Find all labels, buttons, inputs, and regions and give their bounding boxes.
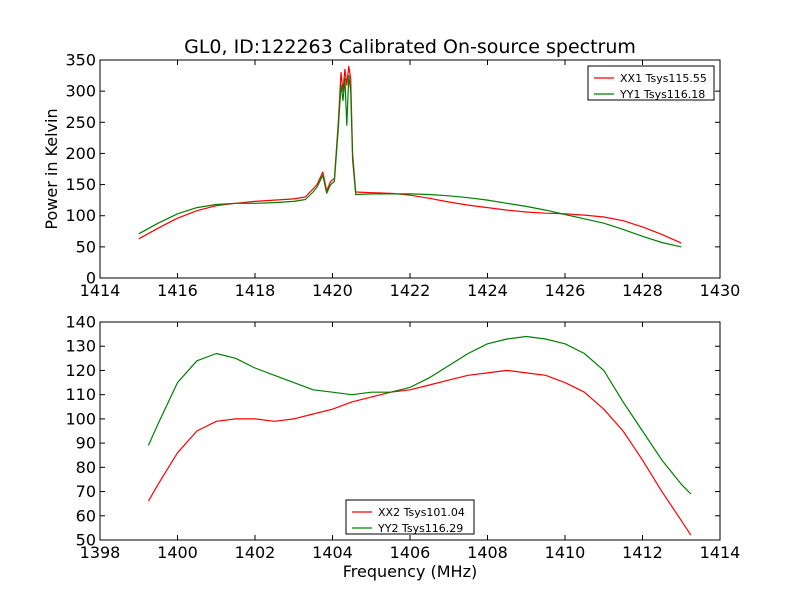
- x-tick-label: 1422: [390, 281, 431, 300]
- y-tick-label: 50: [76, 237, 96, 256]
- y-tick-label: 100: [65, 206, 96, 225]
- y-tick-label: 120: [65, 361, 96, 380]
- y-tick-label: 90: [76, 434, 96, 453]
- y-tick-label: 70: [76, 482, 96, 501]
- legend-label: XX1 Tsys115.55: [620, 72, 707, 85]
- y-tick-label: 80: [76, 458, 96, 477]
- x-tick-label: 1404: [312, 543, 353, 562]
- y-tick-label: 300: [65, 82, 96, 101]
- x-tick-label: 1402: [235, 543, 276, 562]
- x-tick-label: 1416: [157, 281, 198, 300]
- chart-title: GL0, ID:122263 Calibrated On-source spec…: [184, 36, 636, 58]
- y-tick-label: 250: [65, 113, 96, 132]
- y-tick-label: 60: [76, 506, 96, 525]
- x-tick-label: 1412: [622, 543, 663, 562]
- y-tick-label: 100: [65, 409, 96, 428]
- y-tick-label: 200: [65, 144, 96, 163]
- y-tick-label: 140: [65, 313, 96, 332]
- x-tick-label: 1428: [622, 281, 663, 300]
- legend: XX1 Tsys115.55 YY1 Tsys116.18: [587, 65, 715, 101]
- x-tick-label: 1414: [700, 543, 741, 562]
- x-tick-label: 1420: [312, 281, 353, 300]
- legend-label: YY1 Tsys116.18: [619, 88, 705, 101]
- bottom-panel: 1398 1400 1402 1404 1406 1408 1410 1412 1414 50 60…: [65, 313, 740, 563]
- y-tick-label: 50: [76, 531, 96, 550]
- y-tick-label: 350: [65, 51, 96, 70]
- x-tick-label: 1418: [235, 281, 276, 300]
- x-tick-label: 1410: [545, 543, 586, 562]
- series-line-1-0: [147, 369, 692, 536]
- x-tick-label: 1424: [467, 281, 508, 300]
- x-tick-label: 1430: [700, 281, 741, 300]
- top-panel: 1414 1416 1418 1420 1422 1424 1426 1428 1430 0 50 1…: [65, 51, 740, 301]
- y-tick-label: 130: [65, 337, 96, 356]
- x-tick-label: 1414: [80, 281, 121, 300]
- y-tick-label: 150: [65, 175, 96, 194]
- x-axis-label: Frequency (MHz): [343, 562, 477, 581]
- x-tick-label: 1406: [390, 543, 431, 562]
- y-tick-label: 110: [65, 385, 96, 404]
- series-line-1-1: [147, 335, 692, 495]
- series-line-0-0: [138, 65, 682, 244]
- x-tick-label: 1398: [80, 543, 121, 562]
- x-tick-label: 1408: [467, 543, 508, 562]
- legend: XX2 Tsys101.04 YY2 Tsys116.29: [345, 499, 475, 535]
- y-tick-label: 0: [86, 269, 96, 288]
- x-tick-label: 1400: [157, 543, 198, 562]
- legend-label: YY2 Tsys116.29: [377, 522, 463, 535]
- series-line-0-1: [138, 74, 682, 248]
- legend-label: XX2 Tsys101.04: [378, 506, 465, 519]
- x-tick-label: 1426: [545, 281, 586, 300]
- y-axis-label: Power in Kelvin: [42, 108, 61, 229]
